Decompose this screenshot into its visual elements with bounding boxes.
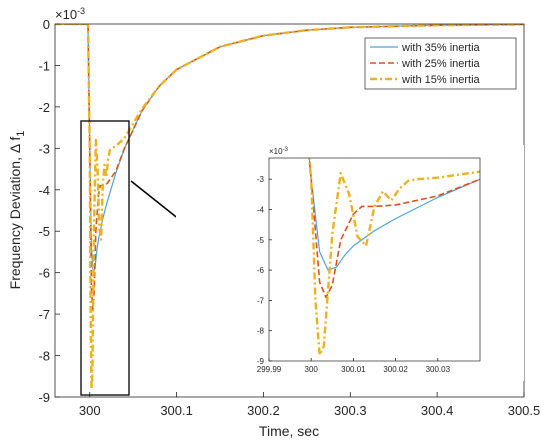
x-axis-label: Time, sec <box>259 423 319 439</box>
main-y-tick-label: -2 <box>38 100 50 115</box>
main-y-exponent: ×10-3 <box>55 6 85 22</box>
inset-y-tick-label: -8 <box>257 327 265 336</box>
legend-label-35: with 35% inertia <box>401 42 481 54</box>
legend-label-15: with 15% inertia <box>401 74 481 86</box>
main-series-line-2 <box>55 24 524 390</box>
inset-series-line-1 <box>308 158 480 299</box>
main-x-tick-label: 300 <box>79 403 101 418</box>
inset-x-tick-label: 299.99 <box>257 365 282 374</box>
zoom-region-box <box>80 120 130 396</box>
zoom-arrow-line <box>130 180 181 221</box>
inset-x-tick-label: 300 <box>305 365 319 374</box>
inset-y-tick-label: -9 <box>257 357 265 366</box>
main-y-tick-label: 0 <box>43 17 50 32</box>
inset-series-group <box>308 158 480 357</box>
main-y-tick-label: -3 <box>38 141 50 156</box>
inset-y-tick-label: -6 <box>257 266 265 275</box>
inset-x-tick-label: 300.03 <box>426 365 451 374</box>
inset-plot: 299.99 300 300.01 300.02 300.03 -3 -4 -5 -6 -7 -8… <box>176 145 524 381</box>
main-series-line-0 <box>55 24 524 274</box>
main-y-tick-label: -5 <box>38 224 50 239</box>
main-y-tick-label: -4 <box>38 183 50 198</box>
main-x-tick-label: 300.4 <box>421 403 454 418</box>
main-x-ticks: 300 300.1 300.2 300.3 300.4 300.5 <box>79 392 540 418</box>
inset-x-tick-label: 300.02 <box>383 365 408 374</box>
inset-y-exponent: ×10-3 <box>269 147 289 156</box>
inset-y-tick-label: -3 <box>257 175 265 184</box>
main-y-tick-label: -9 <box>38 390 50 405</box>
inset-y-tick-label: -5 <box>257 236 265 245</box>
main-x-tick-label: 300.2 <box>247 403 280 418</box>
inset-y-tick-label: -7 <box>257 296 265 305</box>
inset-y-tick-label: -4 <box>257 206 265 215</box>
main-x-tick-label: 300.3 <box>334 403 367 418</box>
main-y-tick-label: -1 <box>38 58 50 73</box>
y-axis-label: Frequency Deviation, Δ f1 <box>7 131 27 290</box>
legend: with 35% inertia with 25% inertia with 1… <box>364 37 517 90</box>
inset-frame <box>268 157 481 362</box>
legend-label-25: with 25% inertia <box>401 58 481 70</box>
inset-x-tick-label: 300.01 <box>341 365 366 374</box>
main-x-tick-label: 300.1 <box>160 403 193 418</box>
inset-series-line-2 <box>308 158 480 357</box>
inset-y-ticks: -3 -4 -5 -6 -7 -8 -9 <box>257 175 272 366</box>
main-y-tick-label: -8 <box>38 349 50 364</box>
main-series-group <box>55 24 524 390</box>
inset-x-ticks: 299.99 300 300.01 300.02 300.03 <box>257 358 451 374</box>
main-y-tick-label: -7 <box>38 307 50 322</box>
main-y-tick-label: -6 <box>38 266 50 281</box>
main-y-ticks: 0 -1 -2 -3 -4 -5 -6 -7 -8 -9 <box>38 17 60 405</box>
main-x-tick-label: 300.5 <box>508 403 541 418</box>
inset-background <box>176 145 524 381</box>
inset-series-line-0 <box>308 158 480 271</box>
